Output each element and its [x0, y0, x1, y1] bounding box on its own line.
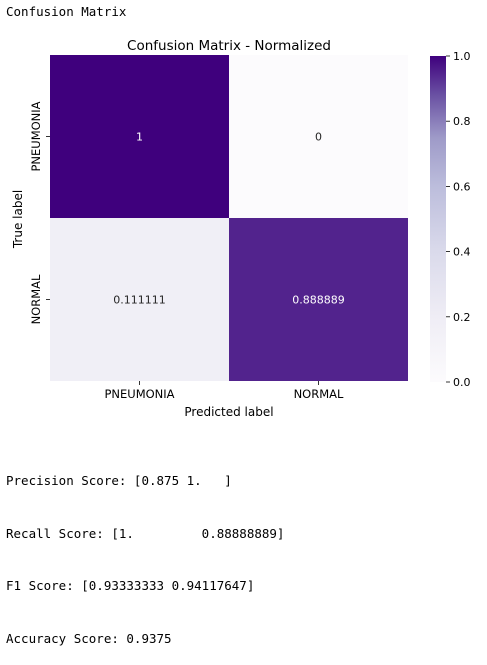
- cell-value-label: 1: [136, 131, 143, 144]
- heatmap-cell: [229, 55, 408, 218]
- y-tick-label: NORMAL: [29, 274, 43, 324]
- x-axis-label: Predicted label: [184, 405, 273, 419]
- cell-value-label: 0: [315, 131, 322, 144]
- heatmap-axes: PNEUMONIA NORMAL PNEUMONIA NORMAL: [29, 101, 344, 401]
- colorbar-tick-label: 0.6: [453, 180, 471, 193]
- heatmap-cells: [50, 55, 408, 381]
- heatmap-cell: [50, 218, 229, 381]
- heatmap-cell-labels: 1 0 0.111111 0.888889: [113, 131, 345, 307]
- heatmap-cell: [50, 55, 229, 218]
- x-tick-label: PNEUMONIA: [104, 387, 174, 401]
- y-tick-label: PNEUMONIA: [29, 101, 43, 171]
- colorbar-tick-label: 1.0: [453, 50, 471, 63]
- x-tick-label: NORMAL: [294, 387, 344, 401]
- y-axis-label: True label: [11, 190, 25, 249]
- chart-title: Confusion Matrix - Normalized: [127, 38, 331, 54]
- recall-score-line: Recall Score: [1. 0.88888889]: [6, 525, 285, 541]
- colorbar-tick-label: 0.8: [453, 115, 471, 128]
- confusion-matrix-chart: 1 00.111111 0.888889 PNEUMONIA NORMALPNEUMO…: [11, 38, 471, 419]
- colorbar-gradient: [430, 56, 446, 382]
- colorbar: 0.0 0.2 0.4 0.6 0.8 1.0: [430, 50, 471, 389]
- score-output: Precision Score: [0.875 1. ] Recall Scor…: [6, 437, 284, 665]
- colorbar-tick-label: 0.0: [453, 376, 471, 389]
- f1-score-line: F1 Score: [0.93333333 0.94117647]: [6, 578, 255, 593]
- heatmap-cell: [229, 218, 408, 381]
- accuracy-score-line: Accuracy Score: 0.9375: [6, 630, 172, 646]
- colorbar-tick-label: 0.2: [453, 311, 471, 324]
- precision-score-line: Precision Score: [0.875 1. ]: [6, 473, 232, 488]
- cell-value-label: 0.888889: [292, 294, 345, 307]
- cell-value-label: 0.111111: [113, 294, 166, 307]
- colorbar-tick-label: 0.4: [453, 246, 471, 259]
- output-header: Confusion Matrix: [6, 4, 127, 19]
